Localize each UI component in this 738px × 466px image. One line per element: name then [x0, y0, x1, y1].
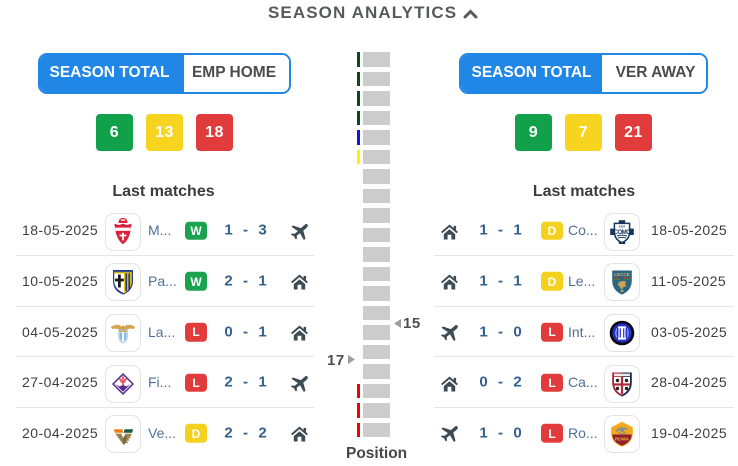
svg-text:COMO: COMO — [614, 229, 631, 235]
svg-text:ROMA: ROMA — [615, 437, 630, 442]
svg-text:1907: 1907 — [619, 224, 626, 228]
svg-text:LECCE: LECCE — [614, 272, 630, 277]
